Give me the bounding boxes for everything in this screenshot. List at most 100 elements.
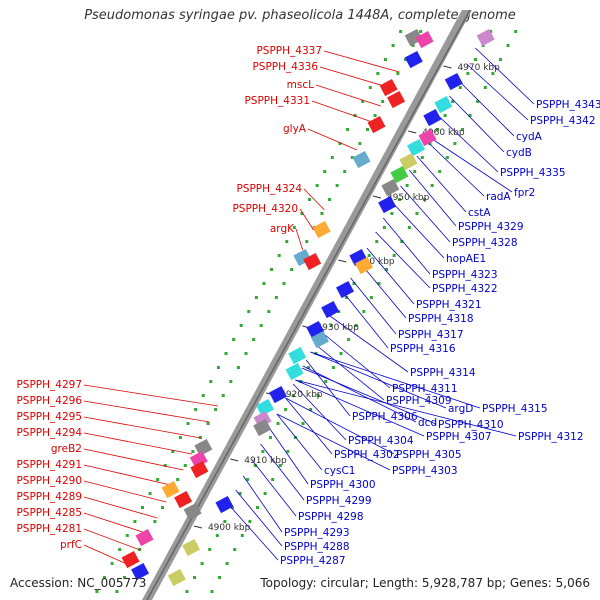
gene-block[interactable] — [404, 50, 423, 69]
gene-label-mscl[interactable]: mscL — [287, 79, 314, 91]
gene-label-pspph-4343[interactable]: PSPPH_4343 — [536, 99, 600, 111]
gene-label-argd[interactable]: argD — [448, 403, 473, 415]
gene-label-pspph-4318[interactable]: PSPPH_4318 — [408, 313, 474, 325]
gene-label-prfc[interactable]: prfC — [60, 539, 82, 551]
gene-label-pspph-4328[interactable]: PSPPH_4328 — [452, 237, 518, 249]
gene-label-argk[interactable]: argK — [270, 223, 295, 235]
gene-label-pspph-4288[interactable]: PSPPH_4288 — [284, 541, 350, 553]
gene-block[interactable] — [352, 150, 371, 169]
gene-block[interactable] — [379, 78, 398, 97]
gene-block[interactable] — [194, 438, 213, 457]
gene-label-pspph-4309[interactable]: PSPPH_4309 — [386, 395, 452, 407]
gene-label-cydb[interactable]: cydB — [506, 147, 532, 159]
gene-block[interactable] — [312, 220, 331, 239]
gene-label-pspph-4322[interactable]: PSPPH_4322 — [432, 283, 498, 295]
gene-label-pspph-4295[interactable]: PSPPH_4295 — [16, 411, 82, 423]
gene-label-rada[interactable]: radA — [486, 191, 511, 203]
gene-label-pspph-4337[interactable]: PSPPH_4337 — [256, 45, 322, 57]
gene-label-pspph-4323[interactable]: PSPPH_4323 — [432, 269, 498, 281]
gene-label-pspph-4296[interactable]: PSPPH_4296 — [16, 395, 82, 407]
gene-block[interactable] — [336, 280, 355, 299]
gene-label-pspph-4298[interactable]: PSPPH_4298 — [298, 511, 364, 523]
gene-block[interactable] — [321, 300, 340, 319]
gene-label-cyda[interactable]: cydA — [516, 131, 543, 143]
gene-label-pspph-4331[interactable]: PSPPH_4331 — [244, 95, 310, 107]
guide-dot — [428, 142, 432, 145]
gene-label-cysc1[interactable]: cysC1 — [324, 465, 355, 477]
gene-label-pspph-4289[interactable]: PSPPH_4289 — [16, 491, 82, 503]
gene-block[interactable] — [415, 30, 434, 49]
gene-block[interactable] — [407, 138, 426, 157]
gene-label-pspph-4303[interactable]: PSPPH_4303 — [392, 465, 458, 477]
gene-label-pspph-4315[interactable]: PSPPH_4315 — [482, 403, 548, 415]
gene-block[interactable] — [183, 502, 202, 521]
guide-dot — [375, 240, 379, 243]
gene-label-dcd[interactable]: dcd — [418, 417, 437, 429]
gene-label-glya[interactable]: glyA — [283, 123, 307, 135]
gene-block[interactable] — [381, 178, 400, 197]
gene-label-pspph-4294[interactable]: PSPPH_4294 — [16, 427, 82, 439]
gene-label-pspph-4307[interactable]: PSPPH_4307 — [426, 431, 492, 443]
gene-block[interactable] — [434, 95, 453, 114]
gene-label-pspph-4285[interactable]: PSPPH_4285 — [16, 507, 82, 519]
gene-label-pspph-4304[interactable]: PSPPH_4304 — [348, 435, 414, 447]
gene-label-pspph-4300[interactable]: PSPPH_4300 — [310, 479, 376, 491]
gene-block[interactable] — [423, 108, 442, 127]
gene-block[interactable] — [367, 115, 386, 134]
gene-label-pspph-4312[interactable]: PSPPH_4312 — [518, 431, 584, 443]
gene-label-pspph-4311[interactable]: PSPPH_4311 — [392, 383, 458, 395]
gene-block[interactable] — [161, 480, 180, 499]
gene-block[interactable] — [256, 398, 275, 417]
gene-block[interactable] — [135, 528, 154, 547]
gene-label-pspph-4324[interactable]: PSPPH_4324 — [236, 183, 302, 195]
gene-label-pspph-4335[interactable]: PSPPH_4335 — [500, 167, 566, 179]
gene-label-pspph-4291[interactable]: PSPPH_4291 — [16, 459, 82, 471]
gene-label-csta[interactable]: cstA — [468, 207, 491, 219]
guide-dot — [248, 520, 252, 523]
gene-label-fpr2[interactable]: fpr2 — [514, 187, 535, 199]
gene-block[interactable] — [378, 195, 397, 214]
gene-label-pspph-4287[interactable]: PSPPH_4287 — [280, 555, 346, 567]
gene-block[interactable] — [215, 495, 234, 514]
gene-label-pspph-4342[interactable]: PSPPH_4342 — [530, 115, 596, 127]
gene-label-pspph-4317[interactable]: PSPPH_4317 — [398, 329, 464, 341]
gene-label-pspph-4293[interactable]: PSPPH_4293 — [284, 527, 350, 539]
leader-line — [285, 397, 395, 455]
gene-label-pspph-4281[interactable]: PSPPH_4281 — [16, 523, 82, 535]
gene-block[interactable] — [355, 256, 374, 275]
gene-block[interactable] — [476, 28, 495, 47]
gene-block[interactable] — [182, 538, 201, 557]
gene-block[interactable] — [390, 165, 409, 184]
gene-block[interactable] — [174, 490, 193, 509]
guide-dot — [224, 352, 228, 355]
gene-label-pspph-4316[interactable]: PSPPH_4316 — [390, 343, 456, 355]
gene-label-pspph-4297[interactable]: PSPPH_4297 — [16, 379, 82, 391]
gene-label-greb2[interactable]: greB2 — [51, 443, 82, 455]
gene-label-pspph-4299[interactable]: PSPPH_4299 — [306, 495, 372, 507]
gene-label-pspph-4306[interactable]: PSPPH_4306 — [352, 411, 418, 423]
gene-block[interactable] — [131, 562, 150, 581]
gene-label-pspph-4305[interactable]: PSPPH_4305 — [396, 449, 462, 461]
gene-label-pspph-4320[interactable]: PSPPH_4320 — [232, 203, 298, 215]
gene-block[interactable] — [399, 152, 418, 171]
gene-block[interactable] — [387, 90, 406, 109]
gene-label-pspph-4310[interactable]: PSPPH_4310 — [438, 419, 504, 431]
gene-block[interactable] — [167, 568, 186, 587]
gene-block[interactable] — [310, 330, 329, 349]
gene-block[interactable] — [121, 550, 140, 569]
gene-block[interactable] — [444, 72, 463, 91]
gene-label-pspph-4336[interactable]: PSPPH_4336 — [252, 61, 318, 73]
gene-label-pspph-4321[interactable]: PSPPH_4321 — [416, 299, 482, 311]
gene-block[interactable] — [269, 385, 288, 404]
gene-block[interactable] — [288, 346, 307, 365]
gene-label-pspph-4302[interactable]: PSPPH_4302 — [334, 449, 400, 461]
gene-block[interactable] — [190, 460, 209, 479]
gene-block[interactable] — [418, 128, 437, 147]
gene-label-hopae1[interactable]: hopAE1 — [446, 253, 486, 265]
gene-block[interactable] — [303, 252, 322, 271]
gene-label-pspph-4329[interactable]: PSPPH_4329 — [458, 221, 524, 233]
gene-block[interactable] — [253, 418, 272, 437]
gene-label-pspph-4314[interactable]: PSPPH_4314 — [410, 367, 476, 379]
gene-block[interactable] — [285, 362, 304, 381]
gene-label-pspph-4290[interactable]: PSPPH_4290 — [16, 475, 82, 487]
